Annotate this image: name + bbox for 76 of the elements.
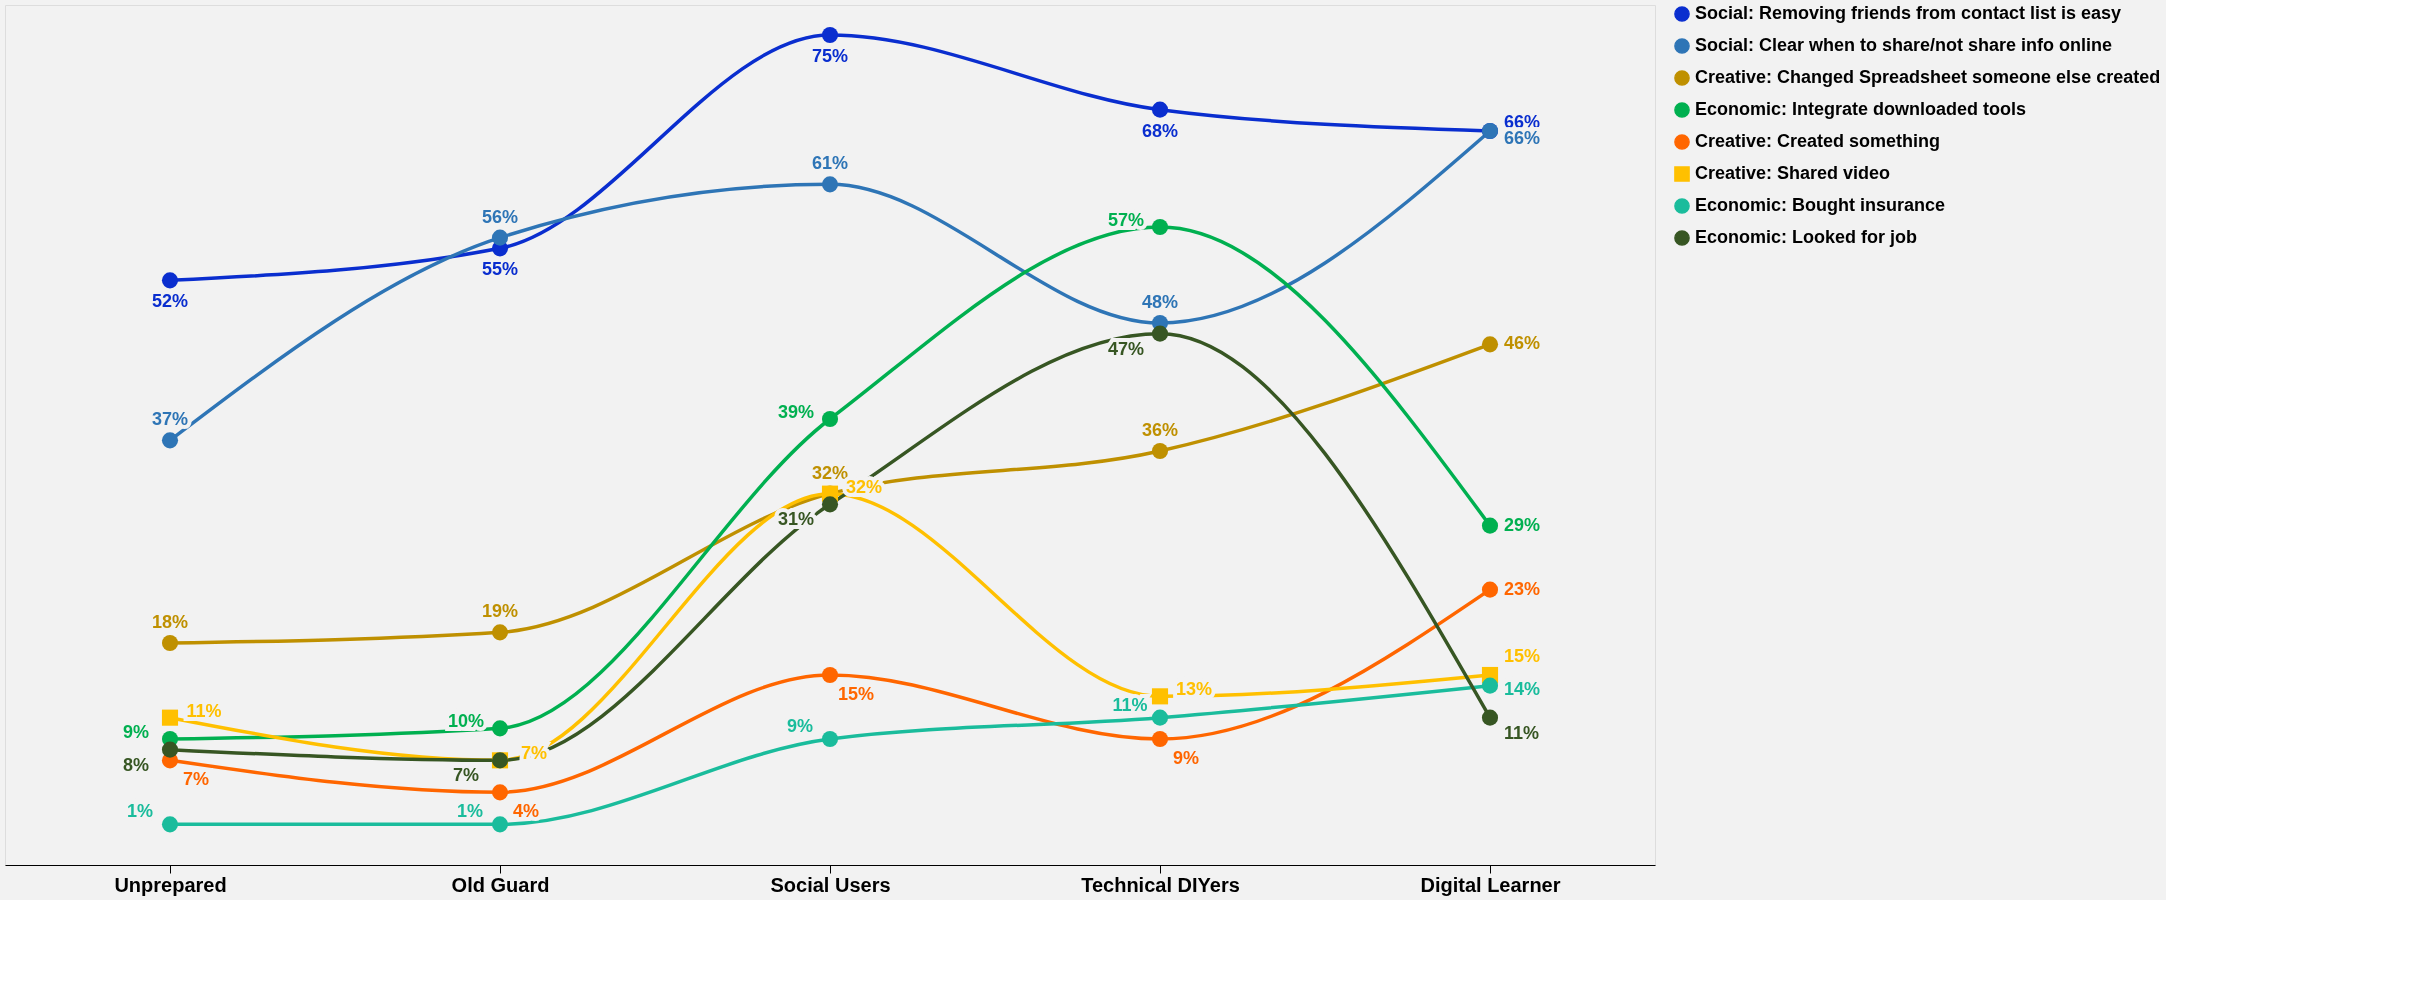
point [1481,517,1499,534]
data-label: 15% [837,684,875,704]
data-label: 75% [811,46,849,66]
point [1481,677,1499,694]
point [1151,688,1169,705]
data-label: 68% [1141,120,1179,141]
data-label: 55% [481,259,519,280]
data-label: 8% [122,754,150,775]
legend-label: Social: Removing friends from contact list is easy [1695,3,2122,23]
data-label: 57% [1107,210,1145,230]
legend-label: Social: Clear when to share/not share info online [1695,35,2113,55]
point [821,26,839,44]
point [1151,730,1169,748]
data-label: 10% [447,711,485,732]
data-label: 47% [1107,338,1145,359]
point [491,229,509,246]
legend-label: Creative: Shared video [1695,163,1891,183]
point [1151,325,1169,342]
data-label: 61% [811,153,849,174]
data-label: 23% [1504,578,1541,599]
data-label: 9% [786,716,814,736]
x-tick-label: Social Users [770,873,891,896]
data-label: 7% [182,769,210,790]
point [821,410,839,428]
data-label: 48% [1141,292,1179,312]
data-label: 7% [452,765,480,786]
data-label: 9% [1172,748,1200,768]
data-label: 19% [481,601,519,622]
point [1151,218,1169,236]
x-tick-label: Old Guard [451,873,550,896]
point [161,709,179,726]
x-tick-label: Unprepared [114,873,227,896]
point [161,272,179,289]
data-label: 9% [122,722,150,742]
data-label: 11% [1504,722,1540,743]
data-label: 36% [1141,420,1179,440]
point [491,720,509,737]
point [491,816,509,833]
data-label: 46% [1504,333,1541,354]
data-label: 39% [777,402,815,422]
data-label: 29% [1504,514,1541,535]
data-label: 11% [186,700,222,721]
point [821,730,839,748]
point [821,666,839,684]
legend-label: Creative: Changed Spreadsheet someone else created [1695,67,2161,87]
point [1151,442,1169,460]
data-label: 52% [151,291,189,312]
data-label: 56% [481,206,519,227]
legend-label: Economic: Bought insurance [1695,195,1946,215]
point [491,784,509,801]
data-label: 7% [520,743,548,764]
x-tick-label: Technical DIYers [1081,873,1240,896]
x-tick-label: Digital Learner [1420,873,1561,896]
point [1481,336,1499,353]
data-label: 4% [512,801,540,822]
point [821,496,839,513]
point [1151,101,1169,118]
legend-label: Economic: Looked for job [1695,227,1918,247]
point [1481,581,1499,598]
data-label: 1% [456,801,484,822]
data-label: 14% [1504,678,1541,699]
point [161,432,179,449]
point [1481,709,1499,726]
point [821,176,839,193]
legend-label: Creative: Created something [1695,131,1941,151]
point [491,624,509,641]
point [161,634,179,652]
data-label: 18% [151,612,189,632]
data-label: 37% [151,409,189,430]
point [161,741,179,758]
data-label: 1% [126,801,154,822]
point [1151,709,1169,726]
legend-label: Economic: Integrate downloaded tools [1695,99,2027,119]
data-label: 11% [1112,694,1148,715]
point [161,816,179,833]
data-label: 15% [1504,646,1541,666]
